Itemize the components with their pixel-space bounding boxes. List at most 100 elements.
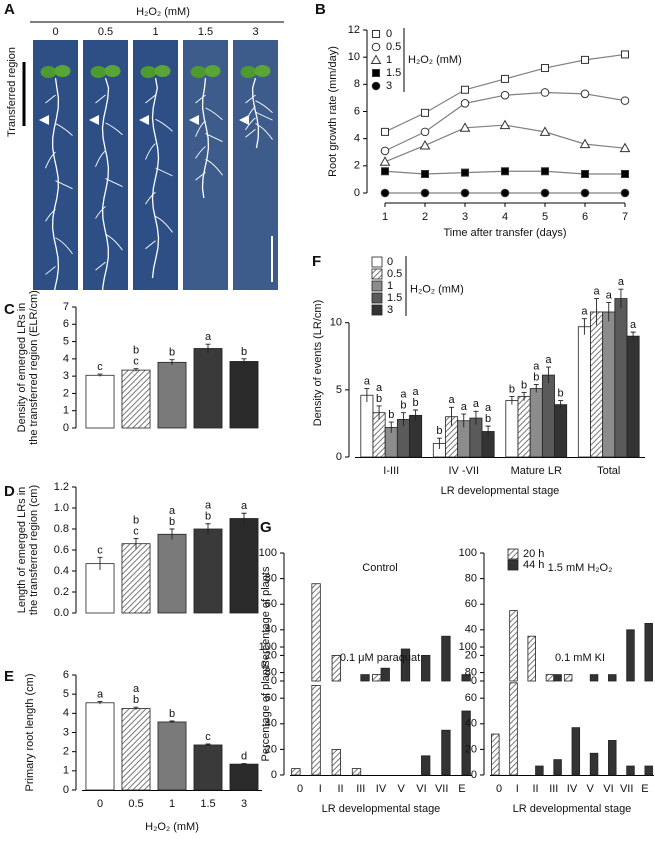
x-tick-label: 0	[97, 798, 103, 810]
lateral-root	[105, 233, 123, 251]
x-tick-label: I	[516, 783, 519, 795]
point	[500, 90, 510, 100]
bar	[644, 765, 653, 776]
significance-letter: a	[169, 505, 176, 517]
x-tick-label: 5	[542, 211, 548, 223]
x-tick-label: IV	[376, 783, 387, 795]
lateral-root	[95, 150, 106, 167]
significance-letter: b	[388, 409, 394, 421]
bar	[461, 674, 471, 682]
panel-label: D	[4, 483, 15, 500]
lateral-root	[245, 94, 256, 104]
point	[620, 96, 630, 105]
lateral-root	[95, 206, 106, 219]
lateral-root	[145, 240, 156, 250]
point	[420, 127, 430, 137]
legend-swatch	[371, 268, 383, 280]
lateral-root	[45, 266, 56, 275]
legend-marker	[372, 30, 380, 38]
bar	[380, 667, 390, 682]
x-tick-label: 1.5	[200, 798, 215, 810]
error-bar	[449, 406, 455, 427]
error-bar	[133, 706, 139, 710]
point	[460, 99, 470, 108]
y-tick-label: 0	[271, 769, 277, 781]
significance-letter: a	[630, 319, 637, 331]
x-tick-label: E	[641, 783, 648, 795]
point	[540, 188, 550, 198]
panel-label: B	[315, 1, 326, 18]
point	[540, 88, 550, 97]
bar	[505, 400, 519, 458]
y-tick-label: 8	[354, 78, 360, 90]
bar	[608, 674, 617, 682]
column-label: 1.5	[198, 26, 213, 38]
point	[579, 138, 591, 149]
significance-letter: d	[241, 750, 247, 762]
significance-letter: a	[594, 285, 601, 297]
significance-letter: a	[133, 683, 140, 695]
y-axis-label: Primary root length (cm)	[24, 674, 36, 792]
y-tick-label: 60	[265, 598, 277, 610]
bar	[577, 326, 591, 458]
y-tick-label: 3	[63, 726, 69, 738]
x-tick-label: VI	[603, 783, 613, 795]
y-tick-label: 0	[471, 769, 477, 781]
root	[201, 77, 210, 199]
x-tick-label: 2	[422, 211, 428, 223]
error-bar	[400, 412, 406, 427]
y-tick-label: 1.2	[54, 481, 69, 493]
significance-letter: b	[400, 400, 406, 412]
error-bar	[241, 358, 247, 365]
bar	[509, 610, 518, 682]
y-axis-label: the transferred region (cm)	[28, 485, 40, 615]
bar	[157, 361, 187, 429]
point	[580, 89, 590, 99]
leaf	[104, 65, 121, 77]
y-tick-label: 4	[354, 133, 360, 145]
error-bar	[436, 437, 442, 449]
error-bar	[594, 298, 600, 326]
y-tick-label: 0	[471, 675, 477, 687]
y-tick-label: 100	[459, 641, 477, 653]
legend-label: 0	[387, 256, 393, 268]
y-tick-label: 80	[265, 667, 277, 679]
panel-label: G	[260, 519, 272, 536]
lateral-root	[195, 146, 206, 159]
arrowhead	[239, 115, 249, 125]
lateral-root	[145, 94, 156, 104]
significance-letter: a	[205, 500, 212, 512]
bar	[421, 655, 431, 682]
bar	[626, 629, 635, 682]
y-tick-label: 20	[465, 743, 477, 755]
bar	[517, 396, 531, 458]
significance-letter: b	[485, 413, 491, 425]
y-tick-label: 10	[330, 317, 342, 329]
y-tick-label: 4	[63, 353, 69, 365]
significance-letter: c	[205, 731, 211, 743]
x-tick-label: Mature LR	[511, 465, 562, 477]
error-bar	[205, 343, 211, 353]
legend-swatch	[507, 548, 519, 560]
legend-marker	[370, 54, 382, 64]
bar	[121, 708, 151, 791]
significance-letter: c	[133, 525, 139, 537]
significance-letter: b	[169, 708, 175, 720]
y-tick-label: 0.6	[54, 544, 69, 556]
x-tick-label: VII	[435, 783, 448, 795]
leaf	[90, 66, 107, 78]
lateral-root	[95, 261, 106, 271]
point	[421, 169, 429, 178]
bar	[121, 543, 151, 614]
y-axis-label: the transferred region (ELR/cm)	[28, 290, 40, 445]
error-bar	[618, 288, 624, 308]
error-bar	[205, 743, 211, 746]
y-tick-label: 5	[336, 384, 342, 396]
legend-swatch	[371, 256, 383, 268]
significance-letter: a	[618, 276, 625, 288]
legend-swatch	[507, 559, 519, 571]
bar	[527, 635, 536, 682]
bar	[545, 674, 555, 682]
y-tick-label: 60	[465, 598, 477, 610]
bar	[409, 414, 423, 458]
